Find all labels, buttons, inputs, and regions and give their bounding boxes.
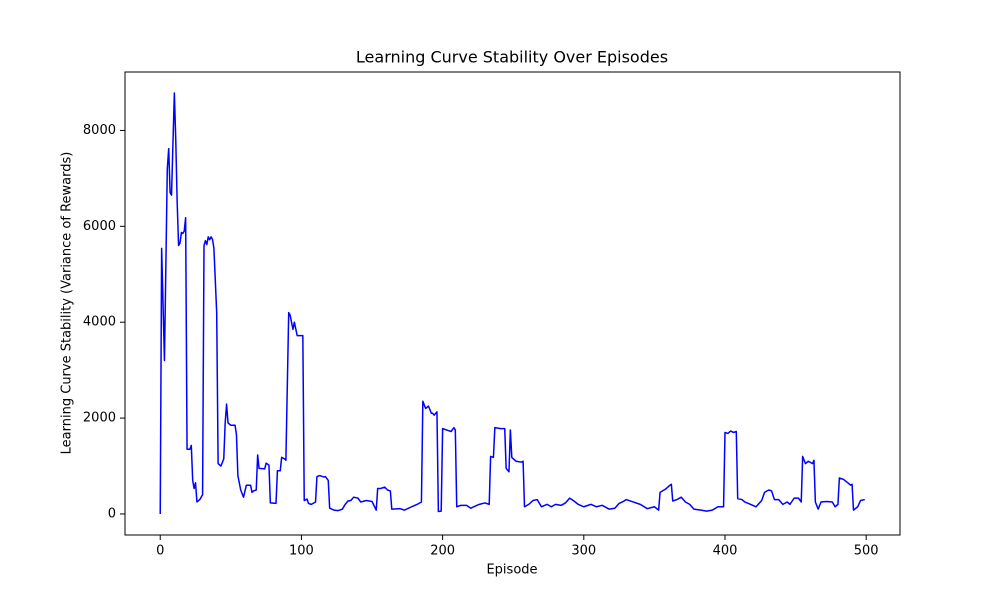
y-tick-label: 4000 [83,315,116,330]
x-tick-label: 100 [289,544,314,559]
x-axis-label: Episode [486,563,537,578]
x-tick-label: 0 [156,544,164,559]
data-line [159,92,865,514]
y-axis-label: Learning Curve Stability (Variance of Re… [60,152,75,455]
x-tick-label: 400 [713,544,738,559]
y-tick-label: 2000 [83,411,116,426]
y-tick-label: 0 [108,506,116,521]
plot-frame [124,71,901,536]
x-tick-label: 500 [854,544,879,559]
y-tick-label: 8000 [83,123,116,138]
x-tick-label: 300 [571,544,596,559]
x-tick-label: 200 [430,544,455,559]
y-tick-label: 6000 [83,219,116,234]
chart-title: Learning Curve Stability Over Episodes [356,48,668,67]
